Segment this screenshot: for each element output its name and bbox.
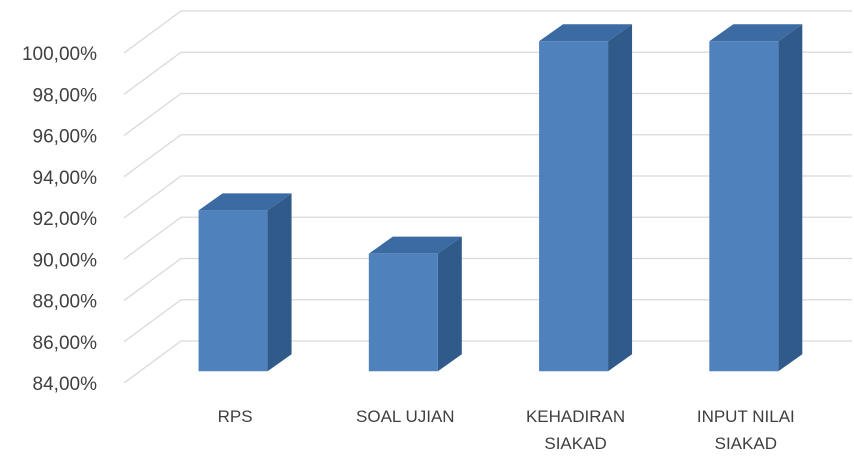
bar	[709, 24, 803, 372]
y-tick-label: 84,00%	[33, 374, 98, 395]
y-tick-label: 88,00%	[33, 292, 98, 313]
bar-front	[368, 253, 438, 372]
bar	[539, 24, 633, 372]
bar-front	[709, 41, 779, 372]
grid-lines	[123, 10, 852, 384]
y-tick-label: 100,00%	[22, 44, 97, 65]
bar-top	[709, 24, 803, 42]
bar-side	[608, 24, 633, 372]
bar-top	[539, 24, 633, 42]
y-tick-label: 86,00%	[33, 333, 98, 354]
x-category-label: KEHADIRAN SIAKAD	[526, 407, 625, 453]
bars	[198, 24, 803, 372]
bar	[368, 236, 462, 372]
bar-front	[539, 41, 609, 372]
y-tick-label: 98,00%	[33, 85, 98, 106]
x-category-label: SOAL UJIAN	[356, 407, 455, 426]
grid-line	[123, 10, 852, 54]
y-tick-label: 94,00%	[33, 168, 98, 189]
y-tick-label: 90,00%	[33, 250, 98, 271]
bar-top	[198, 193, 292, 211]
y-axis-tick-labels: 84,00% 86,00% 88,00% 90,00% 92,00% 94,00% 96,0…	[22, 44, 97, 395]
y-tick-label: 96,00%	[33, 127, 98, 148]
bar-side	[778, 24, 803, 372]
x-axis-category-labels: RPS SOAL UJIAN KEHADIRAN SIAKAD INPUT NILAI S…	[218, 407, 795, 453]
y-tick-label: 92,00%	[33, 209, 98, 230]
bar-front	[198, 210, 268, 372]
bar-side	[267, 193, 292, 372]
bar-side	[437, 236, 462, 372]
x-category-label: RPS	[218, 407, 253, 426]
x-category-label: INPUT NILAI SIAKAD	[697, 407, 795, 453]
bar	[198, 193, 292, 372]
bar-top	[368, 236, 462, 254]
